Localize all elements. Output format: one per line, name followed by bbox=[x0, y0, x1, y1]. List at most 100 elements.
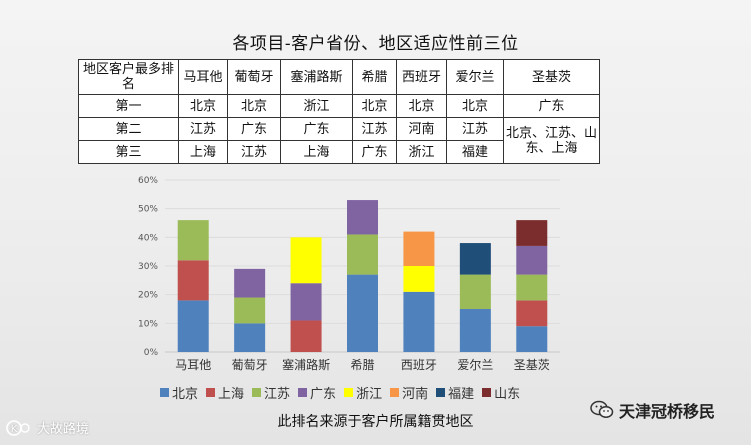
table-cell: 北京 bbox=[396, 94, 447, 118]
x-tick-label: 马耳他 bbox=[175, 358, 211, 372]
table-cell: 上海 bbox=[178, 140, 228, 164]
table-row: 第一 北京 北京 浙江 北京 北京 北京 广东 bbox=[78, 94, 600, 118]
table-header-cell: 塞浦路斯 bbox=[280, 59, 353, 95]
legend-label: 河南 bbox=[402, 386, 429, 402]
table-row: 第二 江苏 广东 广东 江苏 河南 江苏 北京、江苏、山东、上海 bbox=[78, 117, 600, 164]
bar-segment bbox=[516, 300, 548, 327]
y-tick-label: 20% bbox=[138, 291, 158, 301]
table-cell-merged: 北京、江苏、山东、上海 bbox=[503, 117, 600, 164]
legend-item: 河南 bbox=[390, 383, 428, 402]
bar-segment bbox=[177, 300, 209, 352]
y-tick-label: 0% bbox=[144, 348, 159, 358]
legend-label: 上海 bbox=[218, 386, 245, 402]
chart-legend: 北京 上海 江苏 广东 浙江 河南 福建 山东 bbox=[160, 383, 560, 402]
bar-segment bbox=[347, 200, 378, 235]
bar-segment bbox=[290, 320, 322, 352]
watermark-right: 天津冠桥移民 bbox=[590, 398, 715, 422]
bar-segment bbox=[516, 326, 548, 352]
table-cell: 福建 bbox=[446, 140, 504, 164]
legend-swatch bbox=[160, 387, 169, 397]
bar-segment bbox=[290, 237, 322, 284]
table-cell: 广东 bbox=[352, 140, 397, 164]
legend-swatch bbox=[344, 387, 354, 397]
bar-segment bbox=[403, 291, 435, 352]
y-tick-label: 30% bbox=[138, 262, 158, 272]
table-header-cell: 葡萄牙 bbox=[227, 59, 281, 95]
svg-text:K: K bbox=[11, 424, 18, 435]
legend-label: 山东 bbox=[494, 386, 521, 402]
legend-swatch bbox=[436, 387, 446, 397]
chart-subtitle: 此排名来源于客户所属籍贯地区 bbox=[277, 414, 474, 430]
bar-segment bbox=[234, 297, 266, 324]
table-header-cell: 希腊 bbox=[352, 59, 397, 95]
legend-item: 北京 bbox=[160, 383, 198, 402]
table-cell: 江苏 bbox=[446, 117, 504, 141]
legend-swatch bbox=[482, 387, 492, 397]
legend-label: 浙江 bbox=[356, 386, 383, 402]
bar-segment bbox=[459, 243, 491, 275]
table-cell: 江苏 bbox=[227, 140, 281, 164]
bar-segment bbox=[347, 274, 378, 352]
legend-item: 福建 bbox=[436, 383, 474, 402]
table-cell: 浙江 bbox=[396, 140, 447, 164]
legend-label: 北京 bbox=[172, 386, 199, 402]
legend-label: 广东 bbox=[310, 386, 337, 402]
table-header-cell: 圣基茨 bbox=[503, 59, 600, 95]
bar-segment bbox=[516, 274, 548, 301]
y-tick-label: 10% bbox=[138, 319, 158, 329]
watermark-left: K 大故路境 bbox=[6, 418, 89, 437]
table-header-cell: 爱尔兰 bbox=[446, 59, 504, 95]
legend-swatch bbox=[252, 387, 262, 397]
rank-cell: 第一 bbox=[78, 94, 179, 118]
label-layer: 0% 10% 20% 30% 40% 50% 60% 马耳他 葡萄牙 塞浦路斯 希腊 西班牙 爱尔兰 圣基… bbox=[138, 176, 550, 372]
bar-segment bbox=[459, 274, 491, 309]
legend-item: 广东 bbox=[298, 383, 336, 402]
bar-segment bbox=[177, 220, 209, 261]
legend-item: 浙江 bbox=[344, 383, 382, 402]
page-title: 各项目-客户省份、地区适应性前三位 bbox=[232, 34, 519, 54]
table-cell: 北京 bbox=[352, 94, 397, 118]
table-cell: 上海 bbox=[280, 140, 353, 164]
legend-item: 山东 bbox=[482, 383, 520, 402]
bar-segment bbox=[177, 260, 209, 301]
legend-swatch bbox=[298, 387, 308, 397]
x-tick-label: 爱尔兰 bbox=[457, 357, 493, 372]
ranking-table: 地区客户最多排名 马耳他 葡萄牙 塞浦路斯 希腊 西班牙 爱尔兰 圣基茨 第一 … bbox=[78, 59, 600, 164]
x-tick-label: 希腊 bbox=[350, 357, 374, 372]
table-header-cell: 马耳他 bbox=[178, 59, 228, 95]
table-cell: 广东 bbox=[503, 94, 600, 118]
legend-item: 上海 bbox=[206, 383, 244, 402]
bar-segment bbox=[516, 220, 548, 246]
legend-label: 福建 bbox=[448, 386, 475, 402]
x-tick-label: 葡萄牙 bbox=[232, 358, 268, 372]
bar-segment bbox=[234, 323, 266, 352]
table-cell: 北京 bbox=[227, 94, 281, 118]
legend-swatch bbox=[206, 387, 216, 397]
table-header-cell: 西班牙 bbox=[396, 59, 447, 95]
watermark-left-text: 大故路境 bbox=[37, 422, 90, 437]
bar-segment bbox=[403, 231, 435, 266]
table-header-row: 地区客户最多排名 马耳他 葡萄牙 塞浦路斯 希腊 西班牙 爱尔兰 圣基茨 bbox=[78, 59, 600, 95]
legend-item: 江苏 bbox=[252, 383, 290, 402]
x-tick-label: 塞浦路斯 bbox=[282, 357, 330, 372]
bar-segment bbox=[459, 309, 491, 352]
wechat-icon bbox=[590, 400, 614, 420]
bar-segment bbox=[403, 266, 435, 292]
legend-swatch bbox=[390, 387, 400, 397]
bar-segment bbox=[516, 245, 548, 275]
bar-segment bbox=[290, 283, 322, 321]
y-tick-label: 40% bbox=[138, 233, 158, 243]
bar-segment bbox=[347, 234, 378, 275]
x-tick-label: 西班牙 bbox=[401, 358, 437, 372]
y-tick-label: 50% bbox=[138, 205, 158, 215]
watermark-right-text: 天津冠桥移民 bbox=[619, 402, 716, 421]
bar-layer bbox=[177, 200, 548, 352]
table-row: 第三 上海 江苏 上海 广东 浙江 福建 bbox=[78, 140, 600, 164]
table-cell: 北京 bbox=[446, 94, 504, 118]
bar-segment bbox=[234, 268, 266, 298]
k-logo-icon: K bbox=[6, 419, 32, 436]
legend-label: 江苏 bbox=[264, 386, 291, 402]
y-tick-label: 60% bbox=[138, 176, 158, 186]
x-tick-label: 圣基茨 bbox=[514, 358, 550, 372]
